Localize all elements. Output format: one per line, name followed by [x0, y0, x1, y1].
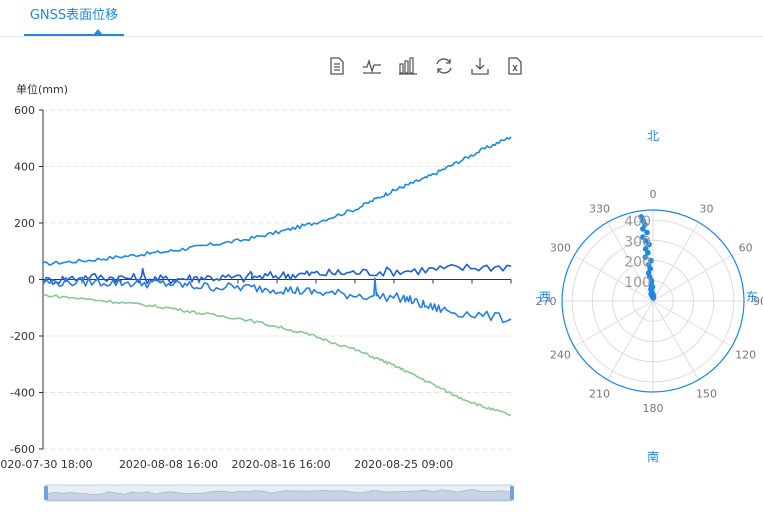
y-tick-label: -400 — [10, 387, 35, 400]
x-tick-label: 2020-08-16 16:00 — [232, 458, 331, 471]
y-tick-label: -200 — [10, 330, 35, 343]
series-line-1 — [42, 263, 512, 285]
series-line-3 — [42, 294, 512, 416]
bar-chart-icon[interactable] — [397, 55, 419, 77]
data-zoom-handle-left[interactable] — [44, 486, 48, 500]
restore-icon[interactable] — [433, 55, 455, 77]
polar-point — [642, 237, 649, 244]
x-tick-label: 2020-08-25 09:00 — [354, 458, 453, 471]
series-line-2 — [42, 276, 512, 324]
polar-angle-label: 240 — [550, 349, 571, 362]
polar-spoke — [652, 300, 733, 347]
y-tick-label: -600 — [10, 443, 35, 456]
series-line-0 — [42, 136, 512, 266]
tab-label: GNSS表面位移 — [29, 8, 119, 23]
polar-radius-label: 300 — [624, 234, 651, 250]
export-excel-icon[interactable] — [504, 55, 526, 77]
tab-gnss-displacement[interactable]: GNSS表面位移 — [24, 0, 124, 36]
data-zoom-slider[interactable] — [44, 484, 514, 502]
polar-angle-label: 60 — [739, 242, 753, 255]
polar-outer-ring — [561, 209, 745, 393]
polar-angle-label: 300 — [550, 242, 571, 255]
polar-spoke — [573, 255, 654, 302]
tab-bar: GNSS表面位移 — [0, 0, 763, 37]
polar-radius-label: 200 — [624, 255, 651, 271]
polar-angle-label: 90 — [753, 295, 763, 308]
direction-west-label: 西 — [539, 290, 551, 304]
polar-angle-label: 330 — [589, 202, 610, 215]
data-zoom-handle-right[interactable] — [510, 486, 514, 500]
data-view-icon[interactable] — [326, 55, 348, 77]
x-tick-label: 2020-08-08 16:00 — [119, 458, 218, 471]
line-chart-icon[interactable] — [361, 55, 383, 77]
polar-spoke — [607, 300, 654, 381]
polar-point — [645, 249, 651, 256]
polar-point — [646, 241, 652, 248]
direction-north-label: 北 — [647, 129, 659, 143]
tab-active-caret-icon — [94, 29, 102, 34]
polar-chart: 0 30 60 90 120 150 180 210 240 270 300 330 400 300 200… — [536, 129, 763, 464]
polar-point — [648, 291, 654, 297]
save-image-icon[interactable] — [469, 55, 491, 77]
y-tick-label: 400 — [14, 161, 35, 174]
y-tick-label: 0 — [28, 274, 35, 287]
polar-point — [642, 221, 648, 228]
polar-angle-label: 0 — [650, 188, 657, 201]
y-tick-label: 200 — [14, 217, 35, 230]
polar-spoke — [652, 300, 699, 381]
polar-spoke — [607, 221, 654, 302]
polar-spoke — [573, 300, 654, 347]
polar-angle-label: 270 — [536, 295, 557, 308]
polar-point — [644, 229, 650, 236]
polar-point — [647, 265, 653, 272]
polar-point — [640, 226, 646, 232]
direction-south-label: 南 — [647, 449, 659, 464]
y-axis-unit-label: 单位(mm) — [16, 83, 69, 96]
data-zoom-shadow — [46, 488, 512, 501]
polar-angle-label: 210 — [589, 388, 610, 401]
polar-spoke — [652, 221, 699, 302]
polar-angle-label: 180 — [643, 402, 664, 415]
polar-angle-label: 30 — [700, 202, 714, 215]
y-tick-label: 600 — [14, 104, 35, 117]
direction-east-label: 东 — [746, 290, 758, 304]
polar-point — [642, 254, 649, 260]
polar-angle-label: 120 — [735, 349, 756, 362]
x-tick-label: 2020-07-30 18:00 — [0, 458, 93, 471]
polar-spoke — [652, 255, 733, 302]
polar-point — [648, 257, 654, 264]
polar-radius-label: 400 — [624, 214, 651, 230]
polar-radius-label: 100 — [624, 275, 651, 291]
polar-angle-label: 150 — [696, 388, 717, 401]
